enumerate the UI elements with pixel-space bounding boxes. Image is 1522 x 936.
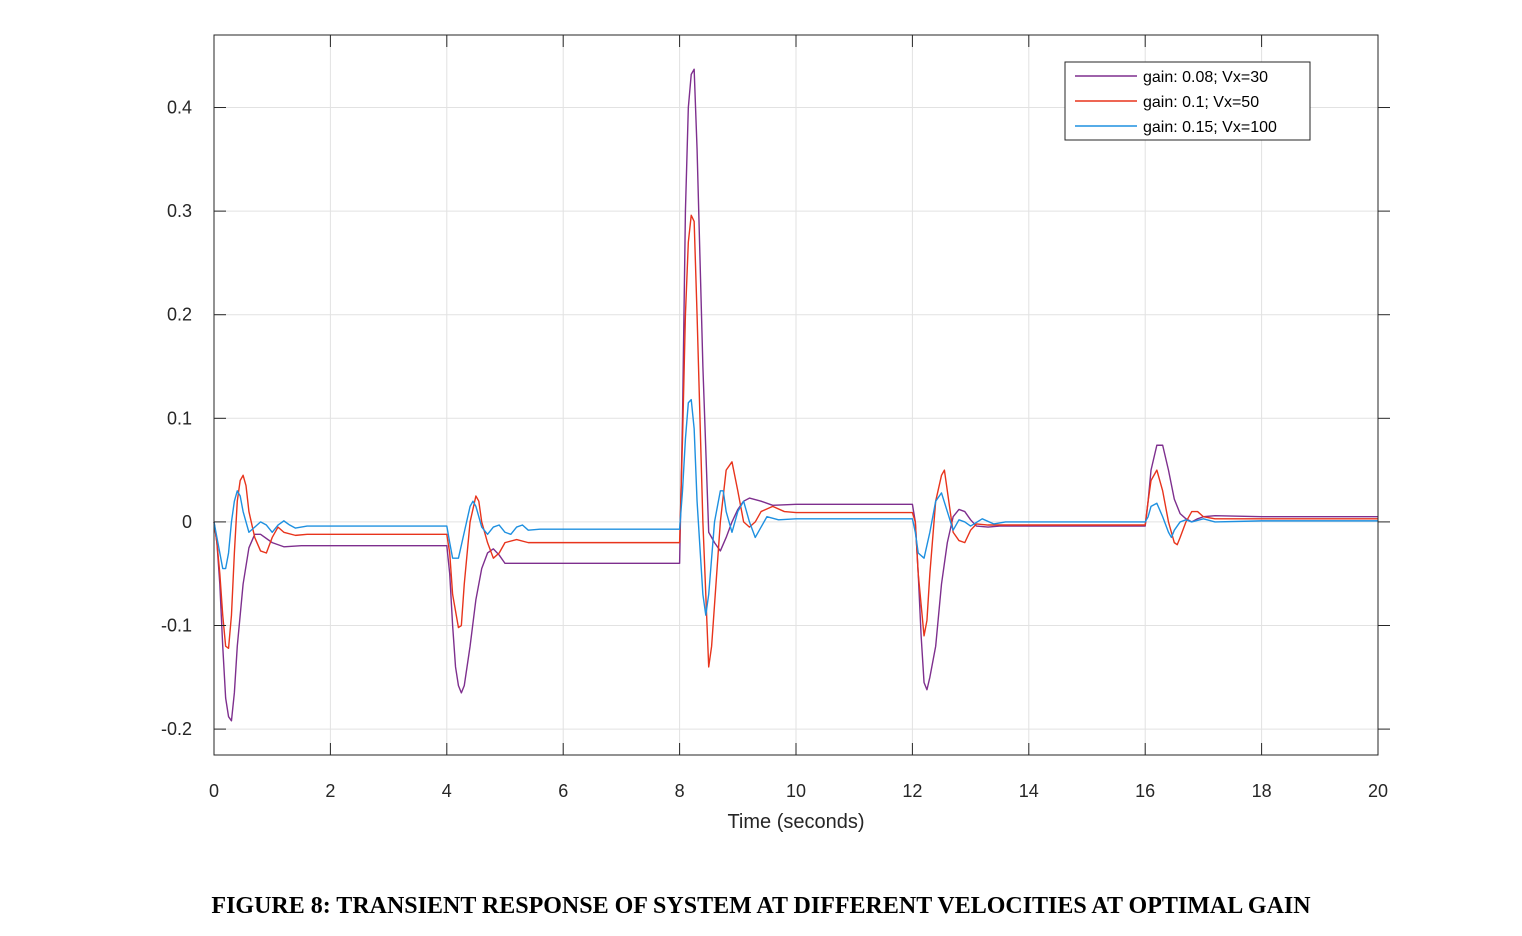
series-layer xyxy=(213,68,1378,722)
x-axis-label: Time (seconds) xyxy=(727,811,864,833)
x-tick-label: 18 xyxy=(1252,781,1272,801)
figure-caption: FIGURE 8: TRANSIENT RESPONSE OF SYSTEM A… xyxy=(211,893,1311,919)
transient-response-chart: 0 2 4 6 8 10 12 14 16 18 20 -0.2-0.100.10.20.30.4 … xyxy=(161,34,1390,833)
x-tick-label: 10 xyxy=(786,781,806,801)
series-line-1 xyxy=(213,68,1378,722)
plot-frame xyxy=(213,34,1379,756)
x-tick-label: 8 xyxy=(675,781,685,801)
x-tick-label: 20 xyxy=(1368,781,1388,801)
legend: gain: 0.08; Vx=30 gain: 0.1; Vx=50 gain: 0… xyxy=(1064,61,1311,141)
axes-frame xyxy=(213,34,1390,756)
series-line-3 xyxy=(213,398,1378,616)
series-line-2 xyxy=(213,214,1378,668)
y-tick-label: 0 xyxy=(182,512,192,532)
grid-lines xyxy=(214,35,1378,755)
y-tick-labels: -0.2 -0.1 0 0.1 0.2 0.3 0.4 xyxy=(161,98,192,740)
x-tick-label: 6 xyxy=(558,781,568,801)
x-tick-label: 4 xyxy=(442,781,452,801)
legend-entry-label: gain: 0.15; Vx=100 xyxy=(1143,119,1277,136)
x-tick-label: 14 xyxy=(1019,781,1039,801)
x-tick-label: 0 xyxy=(209,781,219,801)
x-tick-label: 12 xyxy=(902,781,922,801)
y-tick-label: -0.2 xyxy=(161,719,192,739)
legend-entry-label: gain: 0.08; Vx=30 xyxy=(1143,69,1268,86)
x-tick-label: 16 xyxy=(1135,781,1155,801)
y-tick-label: 0.4 xyxy=(167,98,192,118)
y-tick-label: 0.1 xyxy=(167,408,192,428)
y-tick-label: -0.1 xyxy=(161,616,192,636)
legend-entry-label: gain: 0.1; Vx=50 xyxy=(1143,94,1259,111)
x-tick-labels: 0 2 4 6 8 10 12 14 16 18 20 xyxy=(209,781,1388,801)
y-tick-label: 0.2 xyxy=(167,305,192,325)
y-tick-label: 0.3 xyxy=(167,201,192,221)
x-tick-label: 2 xyxy=(325,781,335,801)
